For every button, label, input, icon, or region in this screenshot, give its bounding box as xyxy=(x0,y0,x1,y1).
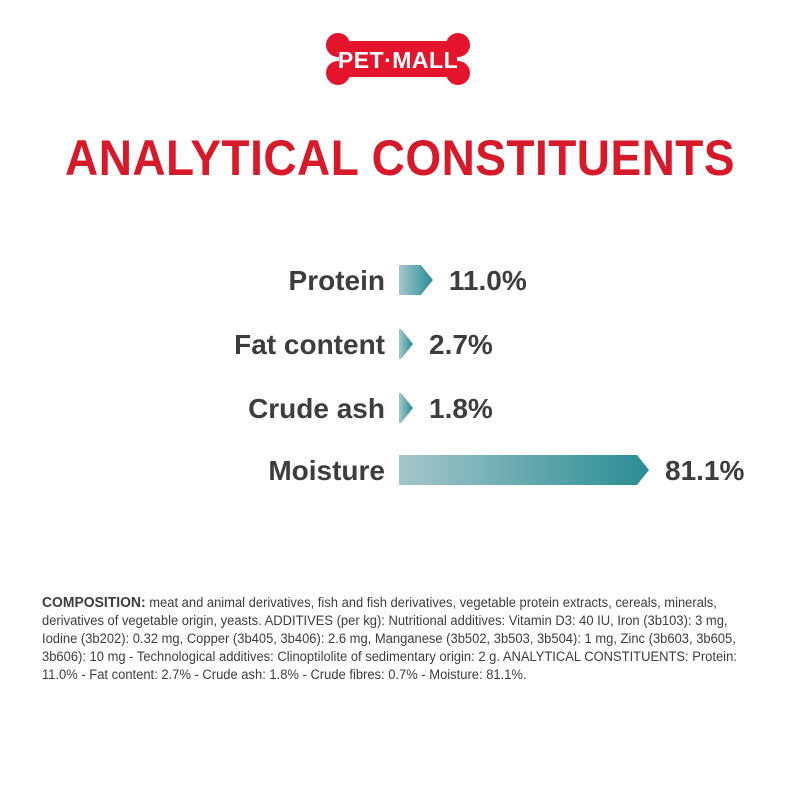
bar-fat-content xyxy=(399,329,413,359)
value-label-crude-ash: 1.8% xyxy=(429,393,493,424)
value-label-fat-content: 2.7% xyxy=(429,329,493,360)
constituents-chart: Protein 11.0% Fat content 2.7% Crude ash 1.8%… xyxy=(0,240,800,520)
value-label-protein: 11.0% xyxy=(449,265,527,296)
bar-protein xyxy=(399,265,433,295)
bar-crude-ash xyxy=(399,393,413,423)
category-label-moisture: Moisture xyxy=(268,455,385,486)
logo-text: PET·MALL xyxy=(338,47,458,73)
page-title: ANALYTICAL CONSTITUENTS xyxy=(65,130,735,186)
bar-moisture xyxy=(399,455,649,485)
category-label-fat-content: Fat content xyxy=(234,329,385,360)
value-label-moisture: 81.1% xyxy=(665,455,744,486)
category-label-protein: Protein xyxy=(289,265,385,296)
composition-heading: COMPOSITION: xyxy=(42,595,146,611)
pet-mall-logo: PET·MALL xyxy=(325,28,471,90)
composition-body: meat and animal derivatives, fish and fi… xyxy=(42,595,737,682)
composition-text-block: COMPOSITION: meat and animal derivatives… xyxy=(42,594,743,684)
category-label-crude-ash: Crude ash xyxy=(248,393,385,424)
bone-logo-icon: PET·MALL xyxy=(326,33,470,85)
bar-chart-svg: Protein 11.0% Fat content 2.7% Crude ash 1.8%… xyxy=(234,265,744,486)
